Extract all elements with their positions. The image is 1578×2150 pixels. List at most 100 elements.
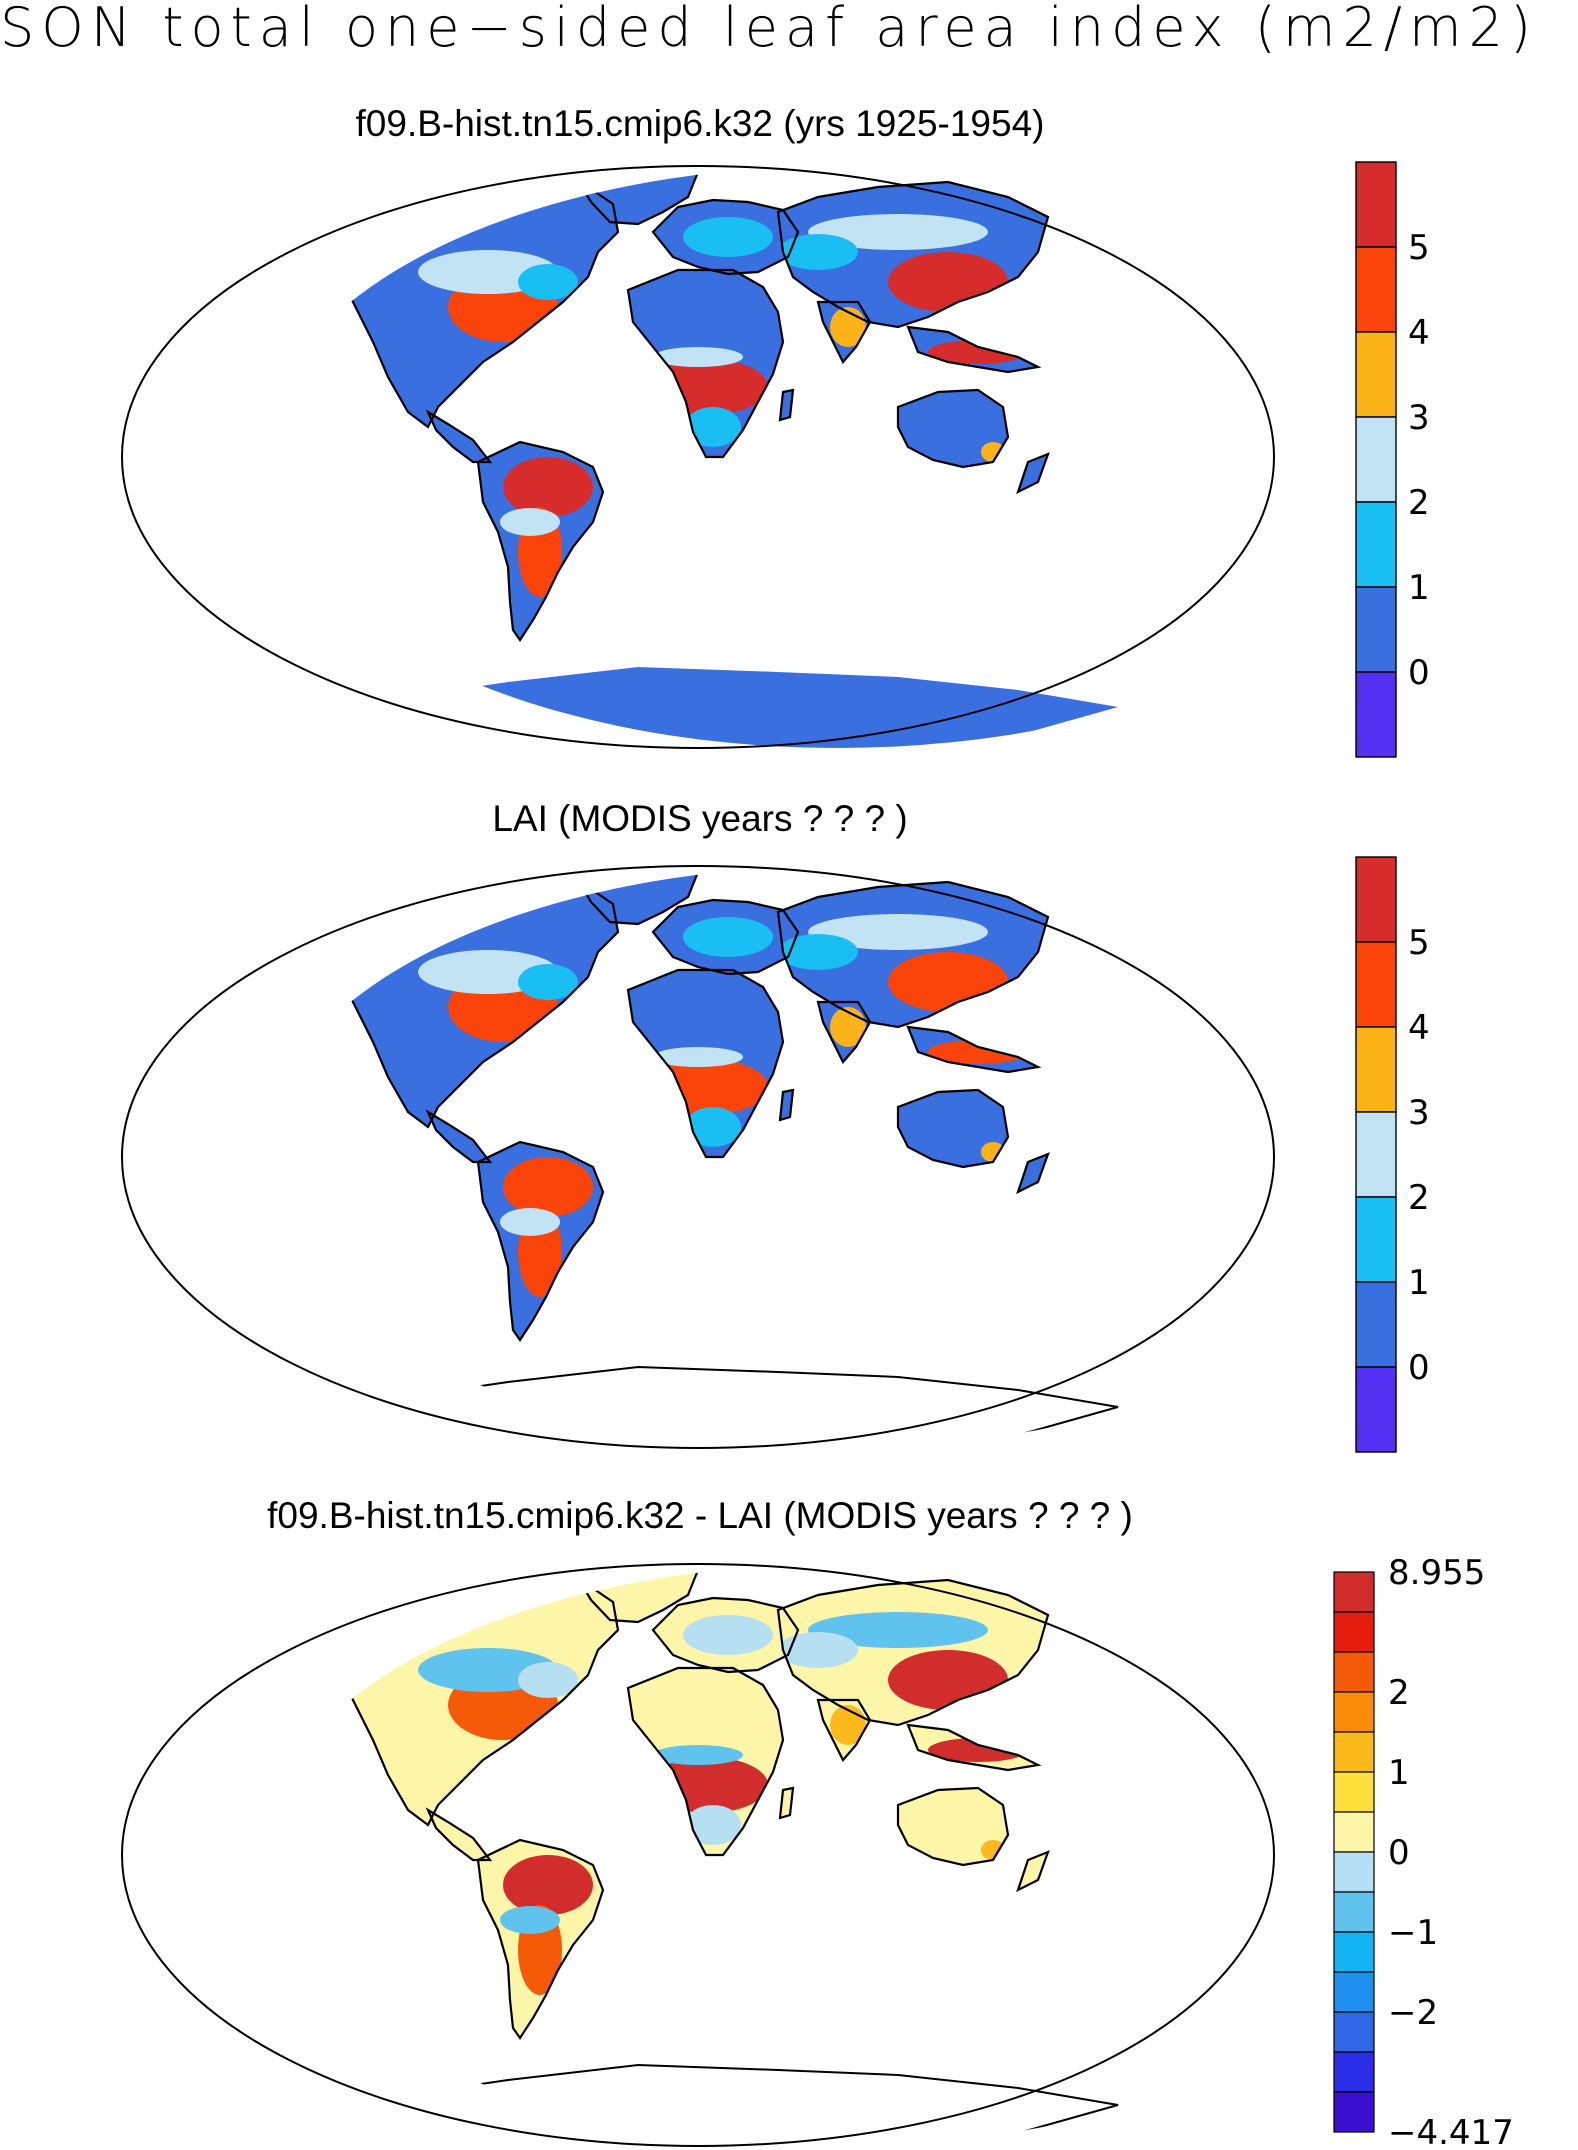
land-antarctica-outline (403, 2063, 1119, 2146)
colorbar-bin (1333, 2091, 1375, 2133)
land-antarctica (406, 667, 1118, 748)
colorbar-tick-label: 4 (1408, 1008, 1430, 1048)
colorbar-bin (1355, 586, 1397, 673)
colorbar-bin (1355, 941, 1397, 1028)
colorbar-bin (1355, 416, 1397, 503)
colorbar-bin (1333, 1611, 1375, 1653)
coastline-madagascar (778, 1088, 795, 1122)
coastline-newZealand (1016, 452, 1050, 495)
coastline-greenland (574, 166, 700, 226)
colorbar-bin (1333, 1891, 1375, 1933)
colorbar-tick-label: 3 (1408, 1093, 1430, 1133)
coastline-africa (626, 1666, 785, 1857)
map-panel-3 (121, 1563, 1275, 2147)
colorbar-bin (1355, 856, 1397, 943)
coastline-asia (776, 180, 1050, 329)
land-australia (898, 1090, 1008, 1167)
globe-outline (121, 865, 1275, 1449)
colorbar-bin (1333, 1731, 1375, 1773)
colorbar-bin (1355, 1196, 1397, 1283)
land-australia (898, 390, 1008, 467)
colorbar-tick-label: −1 (1388, 1913, 1438, 1953)
land-centralAmerica (428, 412, 490, 462)
panel-1-title: f09.B-hist.tn15.cmip6.k32 (yrs 1925-1954… (355, 103, 1045, 144)
coastline-newZealand (1016, 1850, 1050, 1893)
panel-2-title: LAI (MODIS years ? ? ? ) (492, 798, 908, 839)
colorbar-bin (1333, 1851, 1375, 1893)
colorbar-bin (1355, 1281, 1397, 1368)
land-australia (898, 1788, 1008, 1865)
colorbar-tick-label: 2 (1408, 1178, 1430, 1218)
colorbar-tick-label: 1 (1388, 1753, 1410, 1793)
colorbar-tick-label: 1 (1408, 568, 1430, 608)
colorbar-tick-label: 4 (1408, 313, 1430, 353)
colorbar-bin (1333, 1811, 1375, 1853)
colorbar-bin (1333, 1971, 1375, 2013)
coastline-africa (626, 268, 785, 459)
colorbar-bin (1333, 1651, 1375, 1693)
coastline-india (816, 1698, 872, 1762)
colorbar-bin (1333, 2051, 1375, 2093)
colorbar-tick-label: 2 (1388, 1673, 1410, 1713)
panel-3-title: f09.B-hist.tn15.cmip6.k32 - LAI (MODIS y… (267, 1495, 1133, 1536)
map-panel-2 (121, 865, 1275, 1449)
coastline-europe (651, 898, 800, 976)
colorbar-bin (1355, 1026, 1397, 1113)
colorbar-bin (1333, 1571, 1375, 1613)
coastline-southAmerica (476, 440, 605, 642)
colorbar-bin (1333, 1931, 1375, 1973)
land-layer (346, 166, 1118, 748)
colorbar-bin (1355, 501, 1397, 588)
colorbar-tick-label: 1 (1408, 1263, 1430, 1303)
coastline-seAsia (906, 325, 1042, 374)
map-panel-1 (121, 165, 1275, 749)
land-centralAmerica (428, 1112, 490, 1162)
land-layer (346, 1564, 1119, 2146)
colorbar-bin (1333, 1691, 1375, 1733)
coastline-newZealand (1016, 1152, 1050, 1195)
colorbar-tick-label: 0 (1408, 653, 1430, 693)
colorbar-bin (1355, 671, 1397, 758)
coastline-greenland (574, 1564, 700, 1624)
coastline-asia (776, 880, 1050, 1029)
colorbar-panel-1: 0 1 2 3 4 5 (1355, 161, 1430, 758)
colorbar-tick-label: 2 (1408, 483, 1430, 523)
coastline-southAmerica (476, 1838, 605, 2040)
colorbar-tick-label: 5 (1408, 228, 1430, 268)
colorbar-bin (1355, 1366, 1397, 1453)
globe-outline (121, 1563, 1275, 2147)
land-antarctica-outline (403, 1365, 1119, 1448)
coastline-europe (651, 198, 800, 276)
coastline-madagascar (778, 388, 795, 422)
coastline-australia (896, 1088, 1010, 1169)
colorbar-bin (1333, 2011, 1375, 2053)
colorbar-panel-2: 0 1 2 3 4 5 (1355, 856, 1430, 1453)
colorbar-tick-label: 5 (1408, 923, 1430, 963)
land-centralAmerica (428, 1810, 490, 1860)
colorbar-tick-label: 0 (1388, 1833, 1410, 1873)
colorbar-tick-label: −2 (1388, 1993, 1438, 2033)
coastline-seAsia (906, 1025, 1042, 1074)
coastline-centralAmerica (425, 409, 493, 464)
coastline-india (816, 300, 872, 364)
coastline-africa (626, 968, 785, 1159)
coastline-europe (651, 1596, 800, 1674)
coastline-centralAmerica (425, 1109, 493, 1164)
coastline-greenland (574, 866, 700, 926)
coastline-australia (896, 388, 1010, 469)
colorbar-bin (1355, 246, 1397, 333)
globe-outline (121, 165, 1275, 749)
coastline-asia (776, 1578, 1050, 1727)
figure-title: SON total one−sided leaf area index (m2/… (0, 0, 1539, 59)
land-layer (346, 866, 1119, 1448)
colorbar-bin (1355, 161, 1397, 248)
colorbar-panel-3: −4.417 −2 −1 0 1 2 8.955 (1333, 1553, 1514, 2150)
colorbar-tick-label: 0 (1408, 1348, 1430, 1388)
land-newZealand (1018, 454, 1048, 492)
land-newZealand (1018, 1154, 1048, 1192)
coastline-madagascar (778, 1786, 795, 1820)
colorbar-bin (1333, 1771, 1375, 1813)
colorbar-tick-label: 8.955 (1388, 1553, 1485, 1593)
coastline-australia (896, 1786, 1010, 1867)
colorbar-tick-label: −4.417 (1388, 2113, 1514, 2150)
